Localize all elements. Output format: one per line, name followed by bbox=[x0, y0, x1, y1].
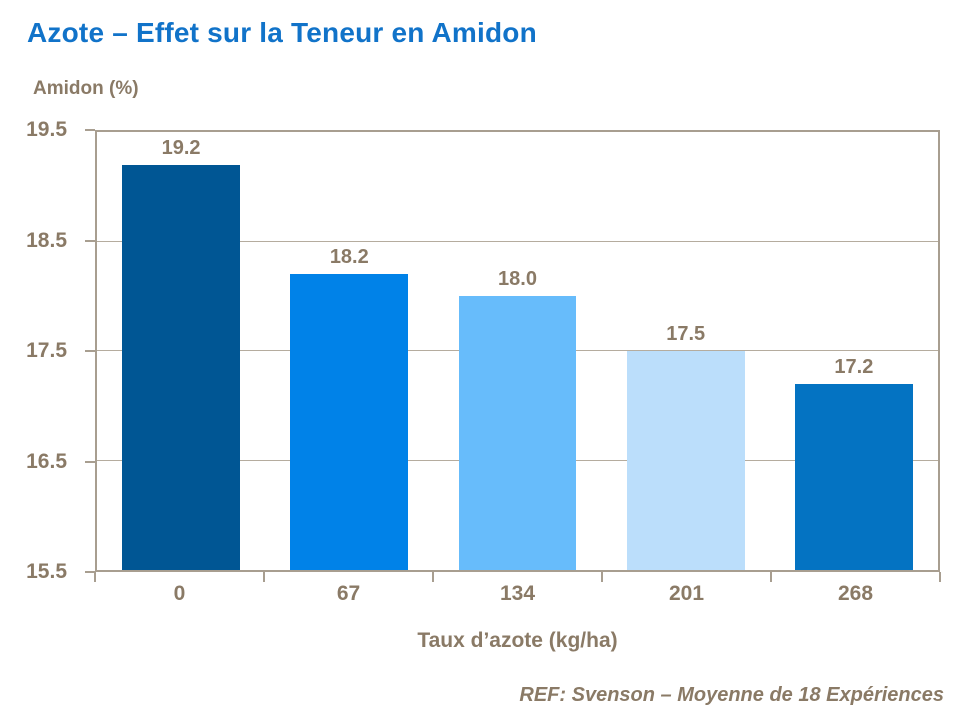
bar-201 bbox=[626, 351, 745, 570]
y-tick-label: 16.5 bbox=[26, 449, 67, 473]
bar-268 bbox=[795, 383, 913, 570]
bar-value-label: 17.5 bbox=[666, 323, 706, 345]
bar-value-label: 17.2 bbox=[834, 355, 874, 378]
x-tick-mark bbox=[939, 572, 941, 582]
bar-value-label: 18.2 bbox=[329, 246, 369, 269]
y-tick-label: 15.5 bbox=[26, 560, 67, 583]
bar-category: 19.2 bbox=[97, 132, 265, 570]
x-tick-mark bbox=[94, 572, 96, 582]
x-axis bbox=[94, 572, 941, 582]
x-tick-mark bbox=[770, 572, 772, 582]
bar-value-label: 19.2 bbox=[161, 136, 201, 159]
bar-category: 18.0 bbox=[433, 132, 601, 570]
y-tick-mark bbox=[85, 239, 95, 242]
y-tick-mark bbox=[85, 571, 95, 573]
y-tick-label: 18.5 bbox=[26, 228, 67, 252]
x-axis-labels: 0 67 134 201 268 bbox=[95, 582, 940, 608]
chart-title: Azote – Effet sur la Teneur en Amidon bbox=[27, 17, 537, 48]
y-axis-title: Amidon (%) bbox=[33, 78, 139, 99]
y-tick-mark bbox=[85, 350, 95, 352]
bar-category: 18.2 bbox=[265, 132, 433, 570]
gridline bbox=[97, 240, 938, 242]
x-category-label: 268 bbox=[837, 582, 874, 605]
bar-category: 17.2 bbox=[770, 132, 938, 570]
bar-category: 17.5 bbox=[602, 132, 770, 570]
x-tick-mark bbox=[432, 572, 434, 582]
x-tick-mark bbox=[263, 572, 265, 582]
bar-0 bbox=[122, 164, 240, 570]
x-tick-mark bbox=[601, 572, 603, 582]
reference-note: REF: Svenson – Moyenne de 18 Expériences bbox=[519, 684, 944, 706]
x-category-label: 67 bbox=[336, 582, 361, 605]
x-category-label: 0 bbox=[173, 582, 186, 605]
y-tick-mark bbox=[85, 129, 95, 131]
y-tick-label: 17.5 bbox=[26, 339, 67, 362]
y-tick-mark bbox=[85, 460, 95, 463]
plot-area: 19.2 18.2 18.0 17.5 17.2 bbox=[95, 130, 940, 572]
bar-134 bbox=[458, 296, 577, 570]
y-axis: 19.5 18.5 17.5 16.5 15.5 bbox=[0, 118, 95, 583]
y-tick-label: 19.5 bbox=[26, 118, 67, 141]
x-axis-title: Taux d’azote (kg/ha) bbox=[417, 629, 618, 652]
x-category-label: 201 bbox=[668, 582, 705, 605]
bar-value-label: 18.0 bbox=[498, 268, 537, 291]
bar-67 bbox=[290, 274, 409, 570]
x-category-label: 134 bbox=[499, 582, 536, 605]
